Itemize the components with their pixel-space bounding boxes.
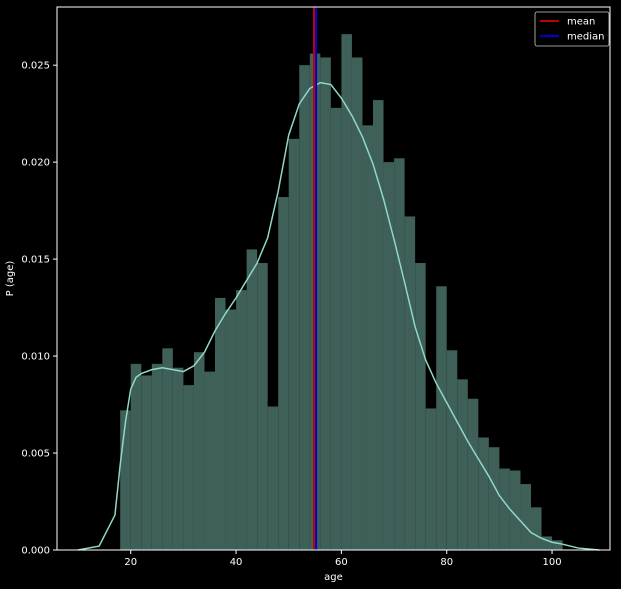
kde-curve-layer: [77, 81, 600, 551]
histogram-bar: [362, 125, 373, 551]
histogram-bar: [320, 57, 331, 551]
kde-line: [77, 81, 600, 551]
legend: mean median: [534, 11, 610, 47]
histogram-bar: [236, 290, 247, 550]
x-tick-label: 60: [335, 557, 348, 568]
histogram-bar: [257, 262, 268, 550]
histogram-bar: [552, 540, 563, 550]
legend-label-mean: mean: [567, 17, 595, 28]
histogram-bar: [404, 216, 416, 550]
histogram-bar: [267, 406, 279, 550]
histogram-bar: [246, 249, 258, 551]
y-tick-label: 0.010: [21, 352, 50, 363]
y-tick-label: 0.025: [21, 61, 50, 72]
histogram-bar: [151, 363, 163, 550]
histogram-bar: [183, 385, 194, 550]
histogram-bar: [446, 350, 458, 550]
histogram-bar: [520, 484, 531, 550]
histogram-bar: [172, 367, 184, 550]
reference-lines-layer: [313, 7, 318, 550]
histogram-bar: [488, 447, 500, 550]
x-tick-label: 40: [230, 557, 243, 568]
histogram-bar: [193, 352, 205, 550]
histogram-bar: [373, 100, 384, 550]
histogram-bar: [278, 197, 289, 551]
histogram-bar: [478, 437, 489, 550]
x-tick-label: 20: [124, 557, 137, 568]
histogram-bar: [341, 34, 352, 550]
x-axis-label: age: [324, 572, 343, 583]
histogram-bar: [436, 286, 447, 550]
histogram-bar: [120, 410, 131, 550]
histogram-bar: [531, 507, 542, 550]
y-tick-label: 0.005: [21, 449, 50, 460]
histogram-bar: [309, 53, 321, 551]
y-tick-label: 0.020: [21, 158, 50, 169]
histogram-bar: [509, 470, 521, 550]
histogram-bar: [130, 363, 142, 550]
histogram-bar: [299, 65, 310, 550]
y-tick-label: 0.015: [21, 255, 50, 266]
x-tick-label: 100: [543, 557, 562, 568]
histogram-bar: [215, 297, 226, 550]
histogram-bar: [330, 107, 342, 550]
plot-frame: [56, 6, 611, 551]
histogram-bar: [383, 162, 395, 550]
histogram-bar: [394, 158, 405, 550]
histogram-bar: [204, 371, 215, 550]
y-axis-label: P (age): [5, 261, 16, 297]
histogram-bar: [351, 57, 363, 551]
histogram-bar: [467, 398, 479, 550]
histogram-bar: [288, 138, 300, 550]
histogram-bar: [541, 536, 553, 550]
legend-label-median: median: [567, 32, 605, 43]
x-axis-ticks: 20 40 60 80 100: [124, 550, 562, 568]
histogram-bar: [499, 468, 510, 550]
histogram-bar: [141, 375, 152, 550]
y-axis-ticks: 0.000 0.005 0.010 0.015 0.020 0.025: [21, 61, 57, 557]
histogram-bars: [120, 34, 563, 551]
x-tick-label: 80: [440, 557, 453, 568]
histogram-bar: [457, 379, 468, 550]
histogram-bar: [162, 348, 173, 550]
histogram-bar: [415, 262, 426, 550]
histogram-bar: [425, 408, 437, 550]
histogram-bar: [225, 309, 237, 550]
y-tick-label: 0.000: [21, 546, 50, 557]
